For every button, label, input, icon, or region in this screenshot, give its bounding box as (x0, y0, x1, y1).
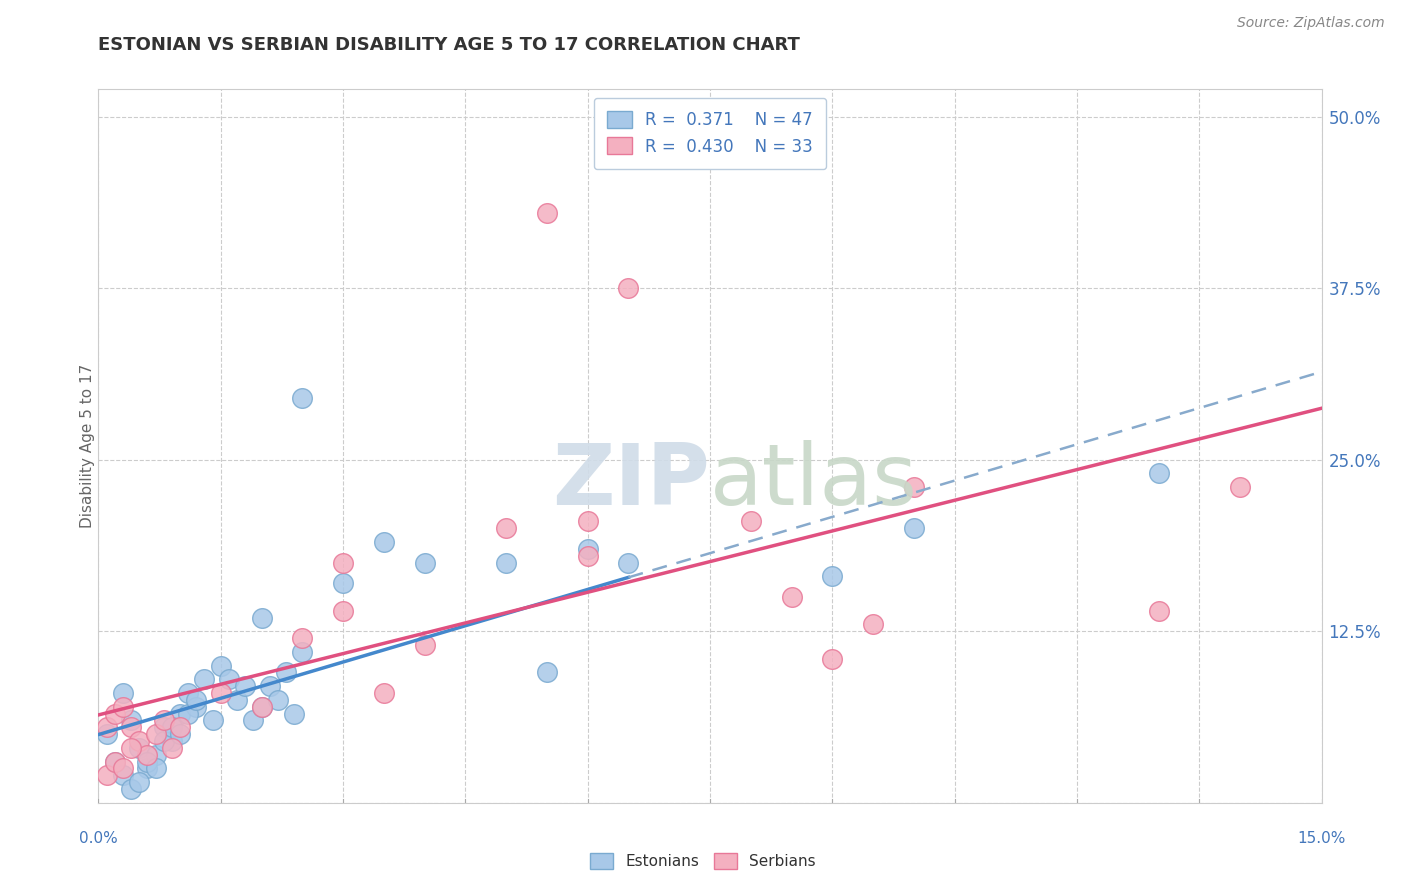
Point (1147, 604, 1170, 618)
Point (104, 706, 127, 721)
Legend: Estonians, Serbians: Estonians, Serbians (583, 847, 823, 875)
Text: 0.0%: 0.0% (79, 831, 118, 846)
Legend: R =  0.371    N = 47, R =  0.430    N = 33: R = 0.371 N = 47, R = 0.430 N = 33 (593, 97, 827, 169)
Point (821, 651, 844, 665)
Point (576, 541, 599, 556)
Text: Source: ZipAtlas.com: Source: ZipAtlas.com (1237, 16, 1385, 29)
Point (1229, 480, 1251, 494)
Point (145, 762, 167, 776)
Text: ESTONIAN VS SERBIAN DISABILITY AGE 5 TO 17 CORRELATION CHART: ESTONIAN VS SERBIAN DISABILITY AGE 5 TO … (98, 36, 800, 54)
Point (862, 617, 884, 632)
Point (413, 638, 436, 652)
Point (160, 740, 183, 755)
Point (128, 734, 150, 748)
Point (193, 673, 215, 687)
Point (120, 740, 142, 755)
Point (177, 686, 200, 700)
Point (201, 714, 224, 728)
Point (740, 515, 762, 529)
Point (145, 727, 167, 741)
Point (96, 727, 118, 741)
Point (373, 686, 395, 700)
Point (104, 755, 127, 769)
Point (250, 610, 273, 624)
Point (617, 281, 640, 295)
Point (250, 699, 273, 714)
Point (160, 720, 183, 734)
Point (169, 720, 191, 734)
Point (136, 747, 159, 762)
Point (111, 762, 134, 776)
Point (617, 556, 640, 570)
Point (96, 768, 118, 782)
Point (120, 720, 142, 734)
Point (111, 699, 134, 714)
Point (177, 706, 200, 721)
Point (111, 768, 134, 782)
Point (233, 679, 256, 693)
Text: ZIP: ZIP (553, 440, 710, 524)
Point (145, 747, 167, 762)
Point (283, 706, 305, 721)
Point (226, 693, 249, 707)
Point (903, 480, 925, 494)
Point (495, 556, 517, 570)
Point (274, 665, 297, 680)
Point (332, 576, 354, 591)
Point (218, 673, 240, 687)
Point (536, 665, 558, 680)
Point (120, 714, 142, 728)
Point (128, 775, 150, 789)
Point (821, 569, 844, 583)
Point (373, 535, 395, 549)
Point (209, 658, 232, 673)
Y-axis label: Disability Age 5 to 17: Disability Age 5 to 17 (80, 364, 94, 528)
Point (128, 740, 150, 755)
Point (903, 521, 925, 535)
Point (1147, 467, 1170, 481)
Point (291, 391, 314, 405)
Point (495, 521, 517, 535)
Point (259, 679, 281, 693)
Point (242, 714, 264, 728)
Point (332, 556, 354, 570)
Text: atlas: atlas (710, 440, 918, 524)
Text: 15.0%: 15.0% (1298, 831, 1346, 846)
Point (136, 755, 159, 769)
Point (186, 699, 208, 714)
Point (136, 762, 159, 776)
Point (152, 734, 174, 748)
Point (576, 515, 599, 529)
Point (169, 727, 191, 741)
Point (267, 693, 290, 707)
Point (250, 699, 273, 714)
Point (291, 645, 314, 659)
Point (96, 720, 118, 734)
Point (152, 714, 174, 728)
Point (291, 631, 314, 645)
Point (186, 693, 208, 707)
Point (111, 686, 134, 700)
Point (169, 706, 191, 721)
Point (104, 755, 127, 769)
Point (576, 549, 599, 563)
Point (152, 720, 174, 734)
Point (780, 590, 803, 604)
Point (160, 734, 183, 748)
Point (332, 604, 354, 618)
Point (209, 686, 232, 700)
Point (413, 556, 436, 570)
Point (536, 205, 558, 219)
Point (120, 782, 142, 797)
